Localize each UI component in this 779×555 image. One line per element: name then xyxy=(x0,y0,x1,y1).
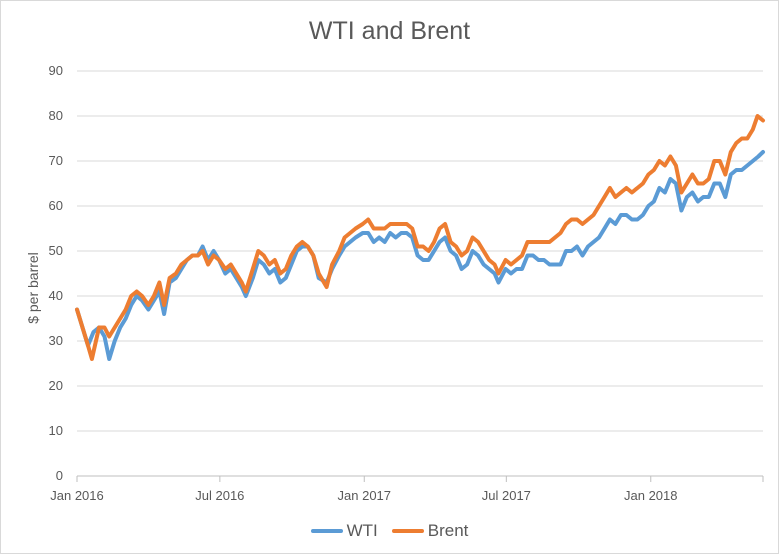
y-tick-label: 50 xyxy=(49,243,63,258)
y-axis: 0 10 20 30 40 50 60 70 80 90 xyxy=(49,63,63,483)
x-tick-label: Jul 2017 xyxy=(482,488,531,503)
y-tick-label: 80 xyxy=(49,108,63,123)
series-line-brent[interactable] xyxy=(75,114,765,361)
chart-title: WTI and Brent xyxy=(308,17,471,45)
legend-item-wti[interactable]: WTI xyxy=(310,521,378,541)
series-layer xyxy=(75,114,765,361)
y-tick-label: 0 xyxy=(56,468,63,483)
y-axis-label: $ per barrel xyxy=(25,252,41,324)
y-tick-label: 30 xyxy=(49,333,63,348)
legend: WTI Brent xyxy=(1,521,778,541)
x-axis: Jan 2016 Jul 2016 Jan 2017 Jul 2017 Jan 2018 xyxy=(50,476,764,503)
series-line-wti[interactable] xyxy=(75,150,765,361)
y-tick-label: 10 xyxy=(49,423,63,438)
legend-label-brent: Brent xyxy=(427,521,469,540)
y-tick-label: 60 xyxy=(49,198,63,213)
legend-swatch-wti xyxy=(310,529,343,533)
x-tick-label: Jan 2016 xyxy=(50,488,104,503)
y-tick-label: 20 xyxy=(49,378,63,393)
x-tick-label: Jan 2018 xyxy=(624,488,678,503)
x-tick-label: Jan 2017 xyxy=(338,488,392,503)
y-tick-label: 40 xyxy=(49,288,63,303)
y-tick-label: 90 xyxy=(49,63,63,78)
legend-swatch-brent xyxy=(391,529,424,533)
y-tick-label: 70 xyxy=(49,153,63,168)
legend-label-wti: WTI xyxy=(346,521,378,540)
legend-item-brent[interactable]: Brent xyxy=(391,521,469,541)
x-tick-label: Jul 2016 xyxy=(195,488,244,503)
